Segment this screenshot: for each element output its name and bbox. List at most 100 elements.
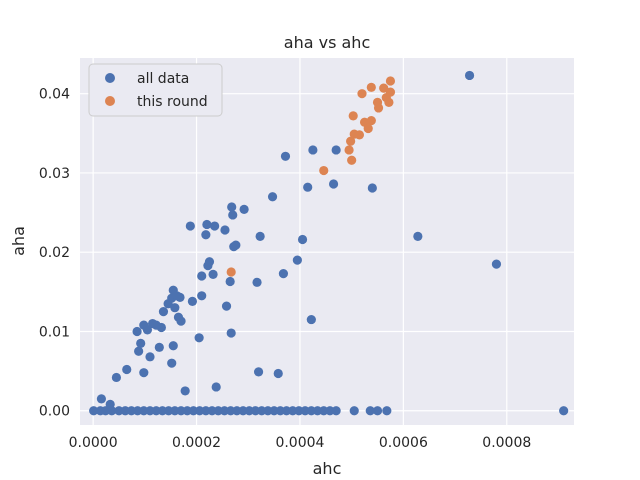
data-point-all-data (197, 271, 207, 281)
data-point-this-round (347, 155, 357, 165)
data-point-this-round (357, 89, 367, 99)
data-point-all-data (231, 240, 241, 250)
data-point-all-data (134, 346, 144, 356)
data-point-all-data (111, 372, 122, 383)
legend-label-this-round: this round (137, 94, 208, 110)
data-point-this-round (379, 83, 389, 93)
data-point-all-data (208, 269, 218, 279)
data-point-all-data (297, 234, 308, 245)
data-point-this-round (385, 76, 396, 86)
data-point-all-data (185, 221, 195, 231)
data-point-all-data (328, 179, 339, 189)
data-point-all-data (211, 382, 221, 392)
x-axis-label: ahc (313, 459, 342, 478)
y-tick-label: 0.01 (39, 324, 70, 340)
data-point-all-data (559, 406, 569, 416)
data-point-all-data (156, 322, 166, 333)
y-axis-label: aha (9, 226, 28, 256)
data-point-all-data (105, 399, 115, 409)
data-point-all-data (194, 333, 204, 343)
data-point-all-data (220, 225, 230, 235)
tick-labels: 0.0000 0.0002 0.0004 0.0006 0.0008 0.00 0.01 0.… (39, 87, 531, 451)
data-point-all-data (491, 259, 502, 269)
legend-marker-all-data (105, 73, 115, 83)
data-point-this-round (384, 97, 394, 107)
data-point-all-data (158, 307, 169, 317)
data-point-all-data (202, 219, 212, 230)
data-point-all-data (204, 257, 215, 267)
data-point-all-data (292, 255, 302, 265)
data-point-all-data (255, 231, 265, 241)
data-point-this-round (344, 145, 354, 155)
data-point-all-data (154, 342, 164, 352)
data-point-all-data (308, 145, 318, 155)
data-point-all-data (180, 386, 190, 396)
legend-label-all-data: all data (137, 71, 189, 87)
data-point-this-round (363, 123, 373, 134)
data-point-all-data (89, 406, 99, 416)
data-point-all-data (187, 296, 198, 306)
data-point-all-data (331, 145, 341, 155)
legend-marker-this-round (105, 96, 115, 106)
data-point-all-data (226, 328, 236, 338)
data-point-this-round (348, 111, 358, 121)
data-point-all-data (464, 70, 475, 81)
data-point-all-data (132, 326, 142, 337)
data-point-all-data (303, 182, 313, 192)
data-point-all-data (349, 406, 359, 416)
data-point-all-data (139, 368, 149, 378)
x-tick-label: 0.0000 (69, 435, 118, 451)
data-point-all-data (252, 277, 262, 287)
data-point-this-round (366, 82, 376, 92)
data-point-all-data (372, 406, 383, 416)
data-point-all-data (306, 314, 316, 325)
data-point-all-data (142, 325, 153, 335)
data-point-all-data (331, 406, 341, 416)
data-point-all-data (170, 303, 180, 313)
data-point-all-data (221, 301, 232, 311)
data-point-all-data (273, 368, 283, 379)
data-point-all-data (228, 210, 238, 220)
data-point-all-data (122, 364, 132, 375)
y-tick-label: 0.03 (39, 166, 70, 182)
y-tick-label: 0.02 (39, 245, 70, 261)
data-point-this-round (319, 165, 329, 176)
data-point-all-data (253, 367, 264, 377)
data-point-this-round (366, 116, 376, 126)
data-point-this-round (346, 136, 356, 146)
data-point-this-round (354, 130, 365, 140)
legend-box (88, 63, 223, 117)
data-point-this-round (385, 87, 396, 97)
data-point-all-data (197, 291, 207, 301)
y-tick-label: 0.04 (39, 87, 70, 103)
data-point-this-round (226, 267, 236, 277)
data-point-all-data (136, 338, 146, 348)
data-point-all-data (382, 406, 392, 416)
x-tick-label: 0.0008 (482, 435, 531, 451)
data-point-all-data (225, 276, 235, 287)
plot-area (80, 58, 574, 425)
x-tick-label: 0.0002 (172, 435, 221, 451)
data-point-all-data (168, 341, 178, 351)
data-point-all-data (365, 406, 375, 416)
data-point-all-data (176, 316, 186, 326)
data-point-this-round (373, 103, 384, 113)
data-point-all-data (167, 358, 177, 368)
x-tick-label: 0.0006 (379, 435, 428, 451)
legend: all data this round (88, 63, 223, 117)
data-point-all-data (239, 204, 249, 214)
data-point-all-data (280, 151, 291, 161)
chart-title: aha vs ahc (284, 33, 370, 52)
data-point-all-data (267, 192, 278, 202)
data-point-all-data (227, 202, 237, 212)
data-point-all-data (145, 352, 155, 362)
data-point-all-data (201, 230, 211, 240)
data-point-all-data (96, 394, 107, 404)
data-points (89, 70, 569, 416)
data-point-all-data (413, 231, 423, 241)
data-point-all-data (367, 183, 377, 193)
data-point-all-data (210, 221, 220, 231)
x-tick-label: 0.0004 (275, 435, 324, 451)
data-point-all-data (278, 269, 289, 279)
